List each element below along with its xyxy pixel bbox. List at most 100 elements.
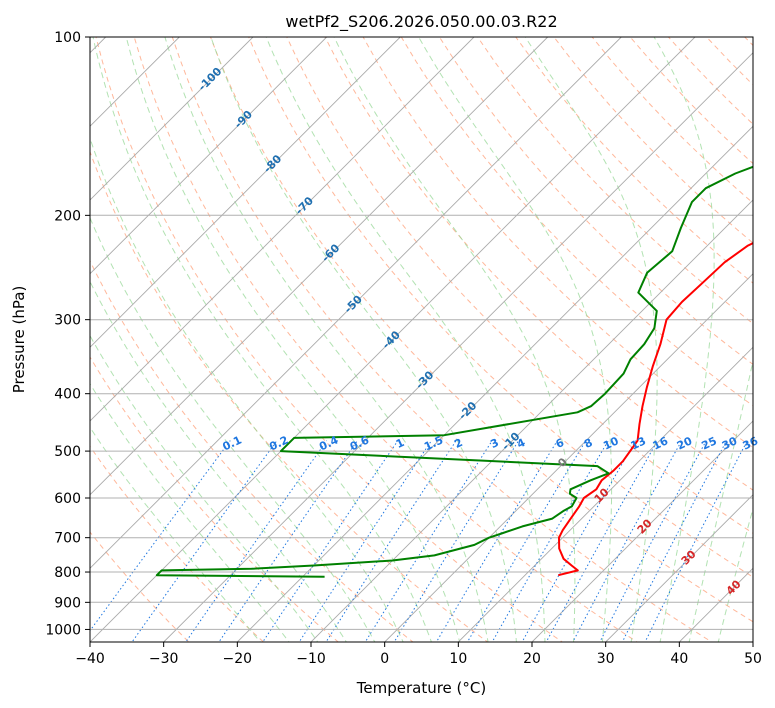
moist-adiabat-label: 30 <box>679 547 699 567</box>
y-tick-label: 800 <box>54 565 81 581</box>
isotherm-label: -80 <box>261 152 284 175</box>
y-tick-label: 100 <box>54 30 81 46</box>
mixing-ratio-line <box>466 440 587 642</box>
moist-adiabat-line <box>90 426 261 642</box>
mixing-ratio-label: 1 <box>394 436 406 451</box>
mixing-ratio-label: 10 <box>601 434 621 452</box>
moist-adiabat-line <box>688 358 753 642</box>
x-tick-label: −40 <box>75 651 105 667</box>
mixing-ratio-line <box>298 440 432 642</box>
dry-adiabat-line <box>90 356 339 642</box>
mixing-ratio-label: 4 <box>515 436 528 451</box>
chart-title: wetPf2_S206.2026.050.00.03.R22 <box>285 12 557 32</box>
dry-adiabat-line <box>400 37 753 407</box>
isotherm-label: -40 <box>380 328 403 351</box>
mixing-ratio-line <box>545 440 659 642</box>
plot-frame <box>89 36 754 643</box>
isotherm-line <box>384 273 753 642</box>
isotherm-label: -100 <box>196 65 225 94</box>
isotherm-line <box>90 37 549 496</box>
dry-adiabat-line <box>553 37 753 244</box>
isotherm-line <box>605 494 753 642</box>
moist-adiabat-line <box>125 37 461 642</box>
mixing-ratio-label: 20 <box>675 434 695 452</box>
moist-adiabat-line <box>164 37 489 642</box>
dry-adiabat-line <box>95 37 564 642</box>
dry-adiabat-line <box>90 150 489 642</box>
isotherm-line <box>236 125 753 642</box>
isotherm-line <box>163 52 753 642</box>
y-tick-label: 1000 <box>45 622 81 638</box>
moist-adiabat-line <box>333 37 576 642</box>
mixing-ratio-line <box>521 440 637 642</box>
profile-lines <box>155 165 753 578</box>
moist-adiabat-line <box>90 136 404 642</box>
mixing-ratio-label: 25 <box>700 434 719 452</box>
moist-adiabat-line <box>265 37 546 642</box>
background-lines <box>90 37 753 642</box>
x-tick-label: 0 <box>380 651 389 667</box>
isotherm-line <box>752 641 753 642</box>
y-tick-label: 300 <box>54 313 81 329</box>
moist-adiabat-line <box>653 37 715 642</box>
isoline-labels: -100-90-80-70-60-50-40-30-20-100.1 0.2 0.4… <box>196 65 761 598</box>
dry-adiabat-line <box>706 37 753 86</box>
isotherm-label: -30 <box>413 368 436 391</box>
isotherm-line <box>90 37 475 422</box>
dry-adiabat-line <box>90 259 414 642</box>
mixing-ratio-line <box>435 440 558 642</box>
isotherm-label: -90 <box>232 108 255 131</box>
moist-adiabat-label: 0 <box>555 455 570 470</box>
moist-adiabat-line <box>524 37 658 642</box>
y-tick-label: 700 <box>54 531 81 547</box>
x-tick-label: 10 <box>449 651 467 667</box>
y-axis-ticks: 100 200 300 400 500 600 700 800 900 1000 <box>45 30 90 638</box>
isotherm-line <box>531 420 753 642</box>
isotherm-line <box>90 37 328 275</box>
mixing-ratio-line <box>218 440 358 642</box>
isotherm-label: -60 <box>319 241 342 264</box>
mixing-ratio-line <box>364 440 493 642</box>
mixing-ratio-line <box>262 440 399 642</box>
dewpoint-profile-line <box>155 165 753 578</box>
temperature-profile-line <box>558 241 753 577</box>
x-tick-label: 20 <box>523 651 541 667</box>
dry-adiabat-line <box>515 37 753 284</box>
mixing-ratio-label: 2 <box>452 436 464 451</box>
dry-adiabat-line <box>324 37 753 491</box>
mixing-ratio-label: 0.1 <box>221 433 244 453</box>
mixing-ratio-label: 36 <box>741 434 761 452</box>
y-tick-label: 200 <box>54 208 81 224</box>
mixing-ratio-line <box>131 440 278 642</box>
moist-adiabat-line <box>90 280 347 642</box>
moist-adiabat-line <box>90 334 319 642</box>
isotherm-line <box>90 37 622 569</box>
dry-adiabat-line <box>90 445 265 642</box>
dry-adiabat-line <box>477 37 753 325</box>
y-tick-label: 900 <box>54 595 81 611</box>
mixing-ratio-label: 6 <box>554 436 567 451</box>
dry-adiabat-line <box>438 37 753 366</box>
isotherm-label: -70 <box>293 194 316 217</box>
isotherm-line <box>310 199 753 642</box>
x-axis-label: Temperature (°C) <box>356 679 486 697</box>
moist-adiabat-line <box>717 506 753 642</box>
y-tick-label: 400 <box>54 387 81 403</box>
isotherm-line <box>90 37 696 642</box>
mixing-ratio-line <box>572 440 683 642</box>
moist-adiabat-line <box>92 37 432 642</box>
mixing-ratio-line <box>491 440 609 642</box>
mixing-ratio-line <box>644 440 748 642</box>
dry-adiabat-line <box>133 37 638 642</box>
moist-adiabat-label: 10 <box>592 485 612 505</box>
mixing-ratio-label: 8 <box>582 436 594 451</box>
isotherm-line <box>90 37 401 348</box>
y-axis-label: Pressure (hPa) <box>10 286 28 394</box>
x-tick-label: 30 <box>597 651 615 667</box>
x-tick-label: −10 <box>296 651 326 667</box>
mixing-ratio-line <box>325 440 457 642</box>
mixing-ratio-label: 16 <box>651 434 671 452</box>
pressure-gridlines <box>90 37 753 630</box>
x-tick-label: 50 <box>744 651 762 667</box>
x-tick-label: 40 <box>670 651 688 667</box>
